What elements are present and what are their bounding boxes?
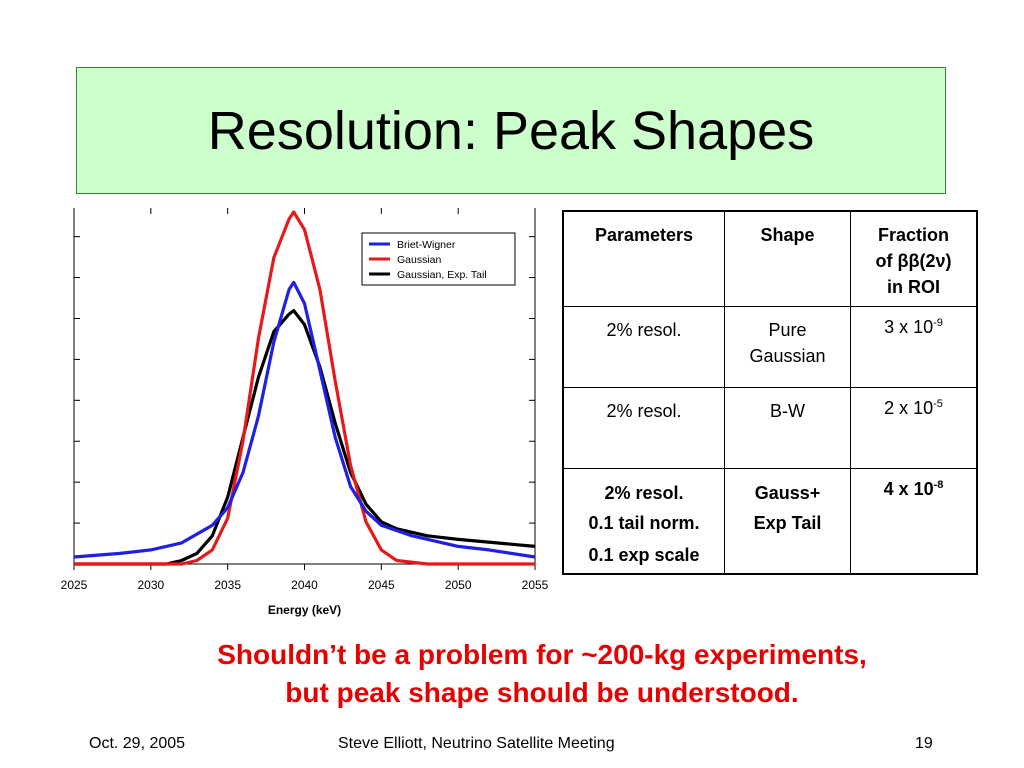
footer-center: Steve Elliott, Neutrino Satellite Meetin… bbox=[338, 735, 615, 752]
x-axis-label: Energy (keV) bbox=[268, 603, 341, 617]
cell-parameters: 2% resol. bbox=[562, 306, 725, 388]
series-line-3 bbox=[74, 308, 536, 566]
cell-shape: Gauss+ Exp Tail bbox=[724, 468, 851, 575]
legend-label: Briet-Wigner bbox=[397, 239, 456, 251]
title-box: Resolution: Peak Shapes bbox=[76, 67, 946, 194]
x-tick-label: 2035 bbox=[214, 578, 241, 592]
x-tick-label: 2045 bbox=[368, 578, 395, 592]
table-header-row: Parameters Shape Fraction of ββ(2ν) in R… bbox=[562, 210, 978, 307]
table-row: 2% resol. 0.1 tail norm. 0.1 exp scale G… bbox=[562, 468, 978, 575]
x-tick-label: 2050 bbox=[445, 578, 472, 592]
cell-fraction: 3 x 10-9 bbox=[850, 306, 978, 388]
cell-parameters: 2% resol. bbox=[562, 387, 725, 469]
series-line-1 bbox=[73, 280, 536, 559]
note-line-2: but peak shape should be understood. bbox=[285, 677, 799, 708]
header-parameters: Parameters bbox=[562, 210, 725, 307]
table-row: 2% resol. Pure Gaussian 3 x 10-9 bbox=[562, 306, 978, 388]
x-tick-label: 2025 bbox=[61, 578, 88, 592]
cell-fraction: 2 x 10-5 bbox=[850, 387, 978, 469]
cell-parameters: 2% resol. 0.1 tail norm. 0.1 exp scale bbox=[562, 468, 725, 575]
legend-label: Gaussian bbox=[397, 254, 442, 266]
fraction-table: Parameters Shape Fraction of ββ(2ν) in R… bbox=[562, 210, 978, 575]
note-line-1: Shouldn’t be a problem for ~200-kg exper… bbox=[217, 639, 867, 670]
peak-shapes-chart: 2025 2030 2035 2040 2045 2050 2055 Energy (keV)… bbox=[61, 208, 549, 617]
page-number: 19 bbox=[915, 735, 933, 752]
header-fraction: Fraction of ββ(2ν) in ROI bbox=[850, 210, 978, 307]
x-tick-label: 2055 bbox=[522, 578, 549, 592]
header-shape: Shape bbox=[724, 210, 851, 307]
cell-shape: Pure Gaussian bbox=[724, 306, 851, 388]
table-row: 2% resol. B-W 2 x 10-5 bbox=[562, 387, 978, 469]
series-line-2 bbox=[74, 210, 535, 566]
footer-date: Oct. 29, 2005 bbox=[89, 735, 186, 752]
cell-shape: B-W bbox=[724, 387, 851, 469]
slide-title: Resolution: Peak Shapes bbox=[207, 100, 815, 161]
x-tick-label: 2040 bbox=[291, 578, 318, 592]
legend-label: Gaussian, Exp. Tail bbox=[397, 269, 487, 281]
cell-fraction: 4 x 10-8 bbox=[850, 468, 978, 575]
x-tick-label: 2030 bbox=[137, 578, 164, 592]
